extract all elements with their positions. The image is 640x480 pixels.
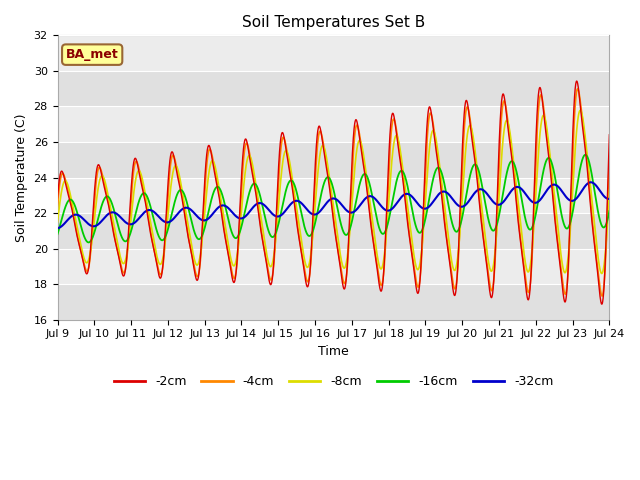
Bar (58, 107, 609, 142)
Bar (58, 249, 609, 284)
Legend: -2cm, -4cm, -8cm, -16cm, -32cm: -2cm, -4cm, -8cm, -16cm, -32cm (109, 370, 558, 393)
Bar (58, 36, 609, 71)
Bar (58, 71, 609, 107)
Text: BA_met: BA_met (66, 48, 118, 61)
Bar (58, 178, 609, 213)
Title: Soil Temperatures Set B: Soil Temperatures Set B (242, 15, 425, 30)
Bar (58, 142, 609, 178)
X-axis label: Time: Time (318, 345, 349, 358)
Bar (58, 213, 609, 249)
Y-axis label: Soil Temperature (C): Soil Temperature (C) (15, 113, 28, 242)
Bar (58, 284, 609, 320)
